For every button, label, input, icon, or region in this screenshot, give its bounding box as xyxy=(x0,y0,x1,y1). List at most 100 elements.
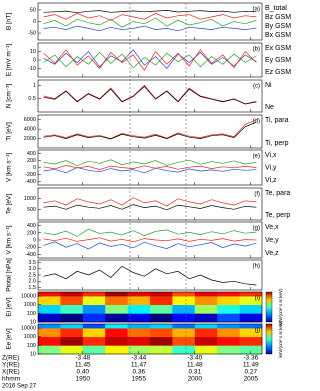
heatmap-cell xyxy=(172,296,196,306)
y-tick-label: -200 xyxy=(25,245,36,251)
legend-entry: Ti, para xyxy=(265,117,289,124)
panel-letter: (j) xyxy=(255,328,260,334)
series-line xyxy=(43,13,257,21)
y-tick-label: 400 xyxy=(27,223,36,229)
heatmap-cell xyxy=(150,336,173,346)
heatmap-cell xyxy=(82,336,106,346)
heatmap-cell xyxy=(105,328,128,338)
colorbar xyxy=(265,323,273,355)
legend-entry: Vi,z xyxy=(265,177,277,184)
heatmap-cell xyxy=(127,324,151,329)
x-tick-label: 1950 xyxy=(76,376,91,383)
heatmap-cell xyxy=(217,345,240,355)
heatmap-cell xyxy=(239,324,263,329)
heatmap-cell xyxy=(105,296,128,306)
ephemeris-value: 11.45 xyxy=(75,362,91,369)
y-tick-label: 10 xyxy=(30,49,36,55)
series-line xyxy=(43,228,257,237)
heatmap-cell xyxy=(194,324,218,329)
ephemeris-value: 11.47 xyxy=(131,362,147,369)
heatmap-cell xyxy=(82,304,106,314)
heatmap-cell xyxy=(217,313,240,323)
heatmap-cell xyxy=(105,345,128,355)
heatmap-cell xyxy=(239,328,263,338)
heatmap-cell xyxy=(172,292,196,297)
ephemeris-value: 0.31 xyxy=(188,369,201,376)
heatmap-cell xyxy=(194,292,218,297)
y-tick-label: 1 xyxy=(33,83,36,89)
panel-letter: (f) xyxy=(254,192,260,198)
heatmap-cell xyxy=(82,313,106,323)
series-line xyxy=(43,51,257,69)
y-tick-label: 1000 xyxy=(24,302,36,308)
panel-letter: (c) xyxy=(253,84,260,90)
ephemeris-value: 0.36 xyxy=(132,369,145,376)
series-line xyxy=(43,165,257,170)
heatmap-cell xyxy=(38,336,61,346)
heatmap-cell xyxy=(150,296,173,306)
y-tick-label: 10000 xyxy=(21,326,36,332)
legend-entry: Vi,y xyxy=(265,164,277,171)
y-axis-label: V [km s⁻¹] xyxy=(6,153,13,182)
series-line xyxy=(43,10,257,14)
time-label: hhmm xyxy=(2,376,20,383)
y-tick-label: 1.5 xyxy=(28,285,36,291)
y-axis-label: Ti [eV] xyxy=(6,122,13,141)
heatmap-cell xyxy=(172,328,196,338)
series-line xyxy=(43,49,257,71)
legend-entry: Bx GSM xyxy=(265,32,291,39)
heatmap-cell xyxy=(38,345,61,355)
y-axis-label: E [mV m⁻¹] xyxy=(6,44,13,77)
heatmap-cell xyxy=(217,324,240,329)
y-tick-label: -400 xyxy=(25,252,36,258)
heatmap-cell xyxy=(150,328,173,338)
ephemeris-label: X(RE) xyxy=(2,369,20,376)
heatmap-cell xyxy=(239,336,263,346)
legend-entry: Ey GSM xyxy=(265,57,291,64)
series-line xyxy=(43,121,257,140)
ephemeris-value: 0.27 xyxy=(244,369,257,376)
heatmap-cell xyxy=(150,304,173,314)
heatmap-cell xyxy=(172,324,196,329)
panel-letter: (b) xyxy=(253,47,260,53)
y-tick-label: 3.5 xyxy=(28,260,36,266)
panel-frame xyxy=(37,187,263,221)
panel-frame xyxy=(37,79,263,113)
heatmap-cell xyxy=(150,345,173,355)
panel-frame xyxy=(37,2,263,41)
panel-letter: (g) xyxy=(253,226,260,232)
ephemeris-label: Z(RE) xyxy=(2,355,19,362)
y-tick-label: 4000 xyxy=(24,127,36,133)
heatmap-cell xyxy=(127,313,151,323)
heatmap-cell xyxy=(150,313,173,323)
legend-entry: By GSM xyxy=(265,23,291,30)
series-line xyxy=(43,49,257,70)
panel-frame xyxy=(37,114,263,149)
heatmap-cell xyxy=(194,336,218,346)
series-line xyxy=(43,241,257,250)
series-line xyxy=(43,237,257,243)
heatmap-cell xyxy=(38,324,61,329)
y-tick-label: -200 xyxy=(25,172,36,178)
heatmap-cell xyxy=(127,345,151,355)
colorbar xyxy=(265,291,273,323)
y-tick-label: 0 xyxy=(33,237,36,243)
y-tick-label: 0 xyxy=(33,57,36,63)
ephemeris-value: -3.40 xyxy=(187,355,202,362)
y-tick-label: 0 xyxy=(33,19,36,25)
ephemeris-value: -3.48 xyxy=(75,355,90,362)
ephemeris-label: Y(RE) xyxy=(2,362,20,369)
y-tick-label: 100 xyxy=(27,343,36,349)
y-tick-label: 2.0 xyxy=(28,279,36,285)
heatmap-cell xyxy=(38,328,61,338)
heatmap-cell xyxy=(60,345,84,355)
heatmap-cell xyxy=(239,345,263,355)
heatmap-cell xyxy=(105,324,128,329)
heatmap-cell xyxy=(82,296,106,306)
heatmap-cell xyxy=(194,345,218,355)
y-tick-label: 10000 xyxy=(21,294,36,300)
ephemeris-value: -3.36 xyxy=(243,355,258,362)
heatmap-cell xyxy=(60,313,84,323)
y-axis-label: B [nT] xyxy=(6,13,13,31)
x-tick-label: 2000 xyxy=(188,376,203,383)
